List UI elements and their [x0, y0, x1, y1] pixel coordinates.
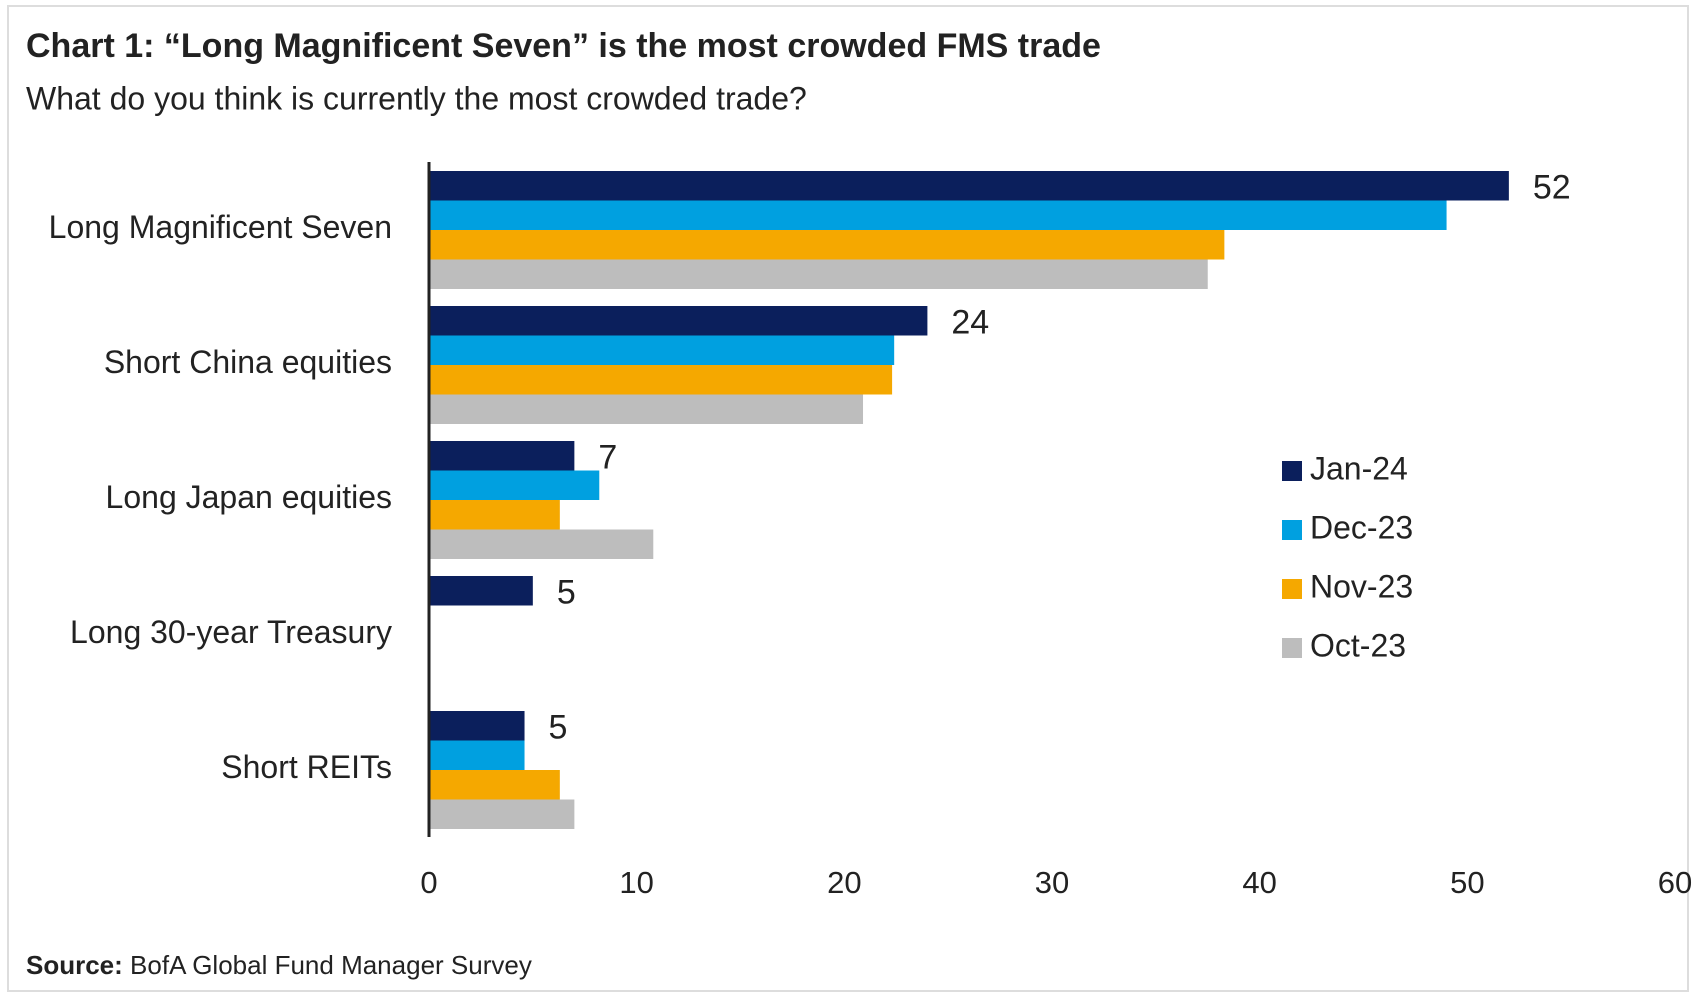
bar [429, 171, 1509, 201]
legend-label: Nov-23 [1310, 568, 1413, 604]
bar [429, 394, 864, 424]
x-tick-label: 60 [1658, 865, 1692, 900]
bar [429, 259, 1208, 289]
bar [429, 200, 1447, 230]
legend-swatch [1282, 461, 1302, 481]
source-text: BofA Global Fund Manager Survey [130, 950, 532, 980]
source: Source: BofA Global Fund Manager Survey [26, 950, 532, 980]
bar [429, 335, 895, 365]
y-tick-label: Short China equities [104, 344, 392, 380]
bar [429, 770, 560, 800]
chart-subtitle: What do you think is currently the most … [26, 80, 807, 116]
data-label: 7 [598, 439, 617, 477]
x-tick-label: 0 [420, 865, 437, 900]
x-tick-label: 10 [619, 865, 653, 900]
chart-title: Chart 1: “Long Magnificent Seven” is the… [26, 27, 1101, 65]
bar [429, 500, 560, 530]
source-label: Source: [26, 950, 123, 980]
bar [429, 740, 525, 770]
legend-swatch [1282, 638, 1302, 658]
data-label: 52 [1533, 169, 1571, 207]
data-label: 5 [557, 574, 576, 612]
legend-label: Dec-23 [1310, 509, 1413, 545]
y-tick-label: Long 30-year Treasury [70, 614, 392, 650]
y-tick-label: Long Magnificent Seven [49, 209, 392, 245]
data-label: 5 [549, 709, 568, 747]
x-tick-label: 40 [1242, 865, 1276, 900]
legend-label: Oct-23 [1310, 627, 1406, 663]
bar [429, 306, 928, 336]
legend-swatch [1282, 579, 1302, 599]
y-tick-label: Long Japan equities [106, 479, 392, 515]
bar [429, 711, 525, 741]
bar [429, 529, 654, 559]
bar [429, 365, 893, 395]
legend-swatch [1282, 520, 1302, 540]
x-tick-label: 30 [1035, 865, 1069, 900]
bar [429, 576, 533, 606]
x-tick-label: 50 [1450, 865, 1484, 900]
data-label: 24 [951, 304, 989, 342]
frame [7, 5, 1689, 992]
y-tick-label: Short REITs [221, 749, 392, 785]
bar [429, 230, 1225, 260]
bar [429, 799, 575, 829]
bar [429, 470, 600, 500]
legend-label: Jan-24 [1310, 450, 1408, 486]
x-tick-label: 20 [827, 865, 861, 900]
bar [429, 441, 575, 471]
